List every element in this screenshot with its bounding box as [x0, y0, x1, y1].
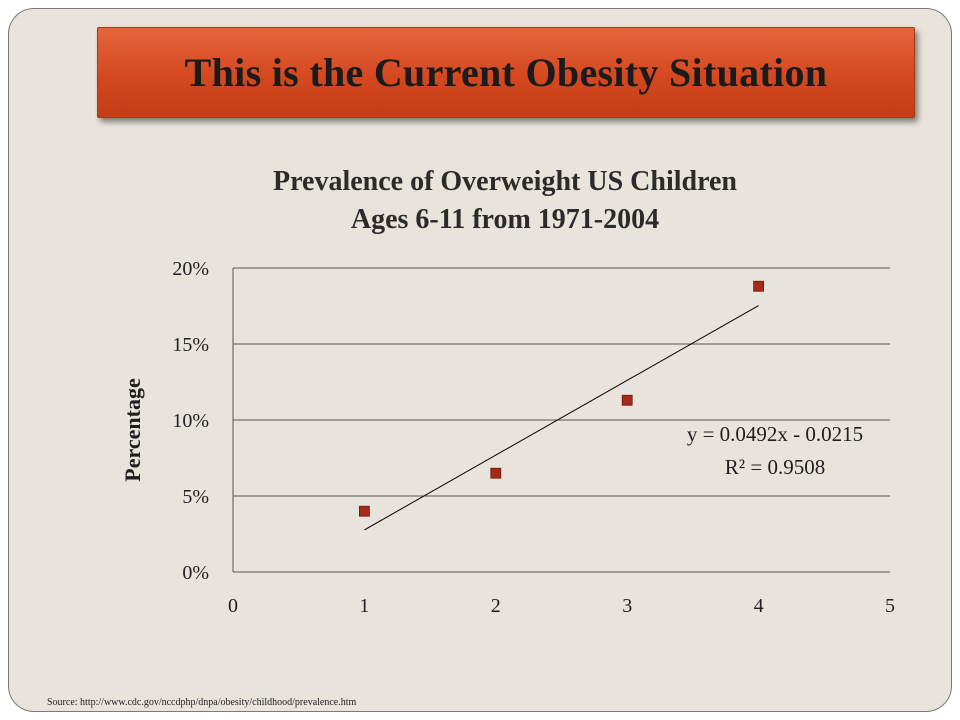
chart-title-line-2: Ages 6-11 from 1971-2004 — [350, 204, 660, 235]
y-tick-label: 20% — [172, 258, 209, 280]
data-point-2 — [490, 467, 502, 479]
chart-title: Prevalence of Overweight US Children Age… — [110, 163, 900, 239]
x-tick-label: 4 — [754, 595, 764, 617]
y-axis-title: Percentage — [120, 378, 145, 482]
y-tick-label: 0% — [182, 562, 209, 584]
title-banner: This is the Current Obesity Situation — [97, 27, 915, 118]
y-tick-label: 10% — [172, 410, 209, 432]
y-tick-label: 15% — [172, 334, 209, 356]
x-tick-label: 5 — [885, 595, 895, 617]
chart-title-line-1: Prevalence of Overweight US Children — [272, 166, 737, 197]
slide-frame — [8, 8, 952, 712]
trendline-equation: y = 0.0492x - 0.0215 — [687, 422, 863, 446]
data-point-3 — [621, 394, 633, 406]
x-tick-label: 2 — [491, 595, 501, 617]
x-tick-label: 0 — [228, 595, 238, 617]
source-citation: Source: http://www.cdc.gov/nccdphp/dnpa/… — [47, 697, 357, 708]
data-point-4 — [753, 280, 764, 292]
trendline-r-squared: R² = 0.9508 — [725, 455, 825, 479]
x-tick-label: 3 — [622, 595, 632, 617]
x-tick-label: 1 — [359, 595, 369, 617]
y-tick-label: 5% — [182, 486, 209, 508]
slide-title: This is the Current Obesity Situation — [184, 50, 828, 95]
trendline — [364, 305, 759, 531]
data-point-1 — [358, 505, 370, 517]
